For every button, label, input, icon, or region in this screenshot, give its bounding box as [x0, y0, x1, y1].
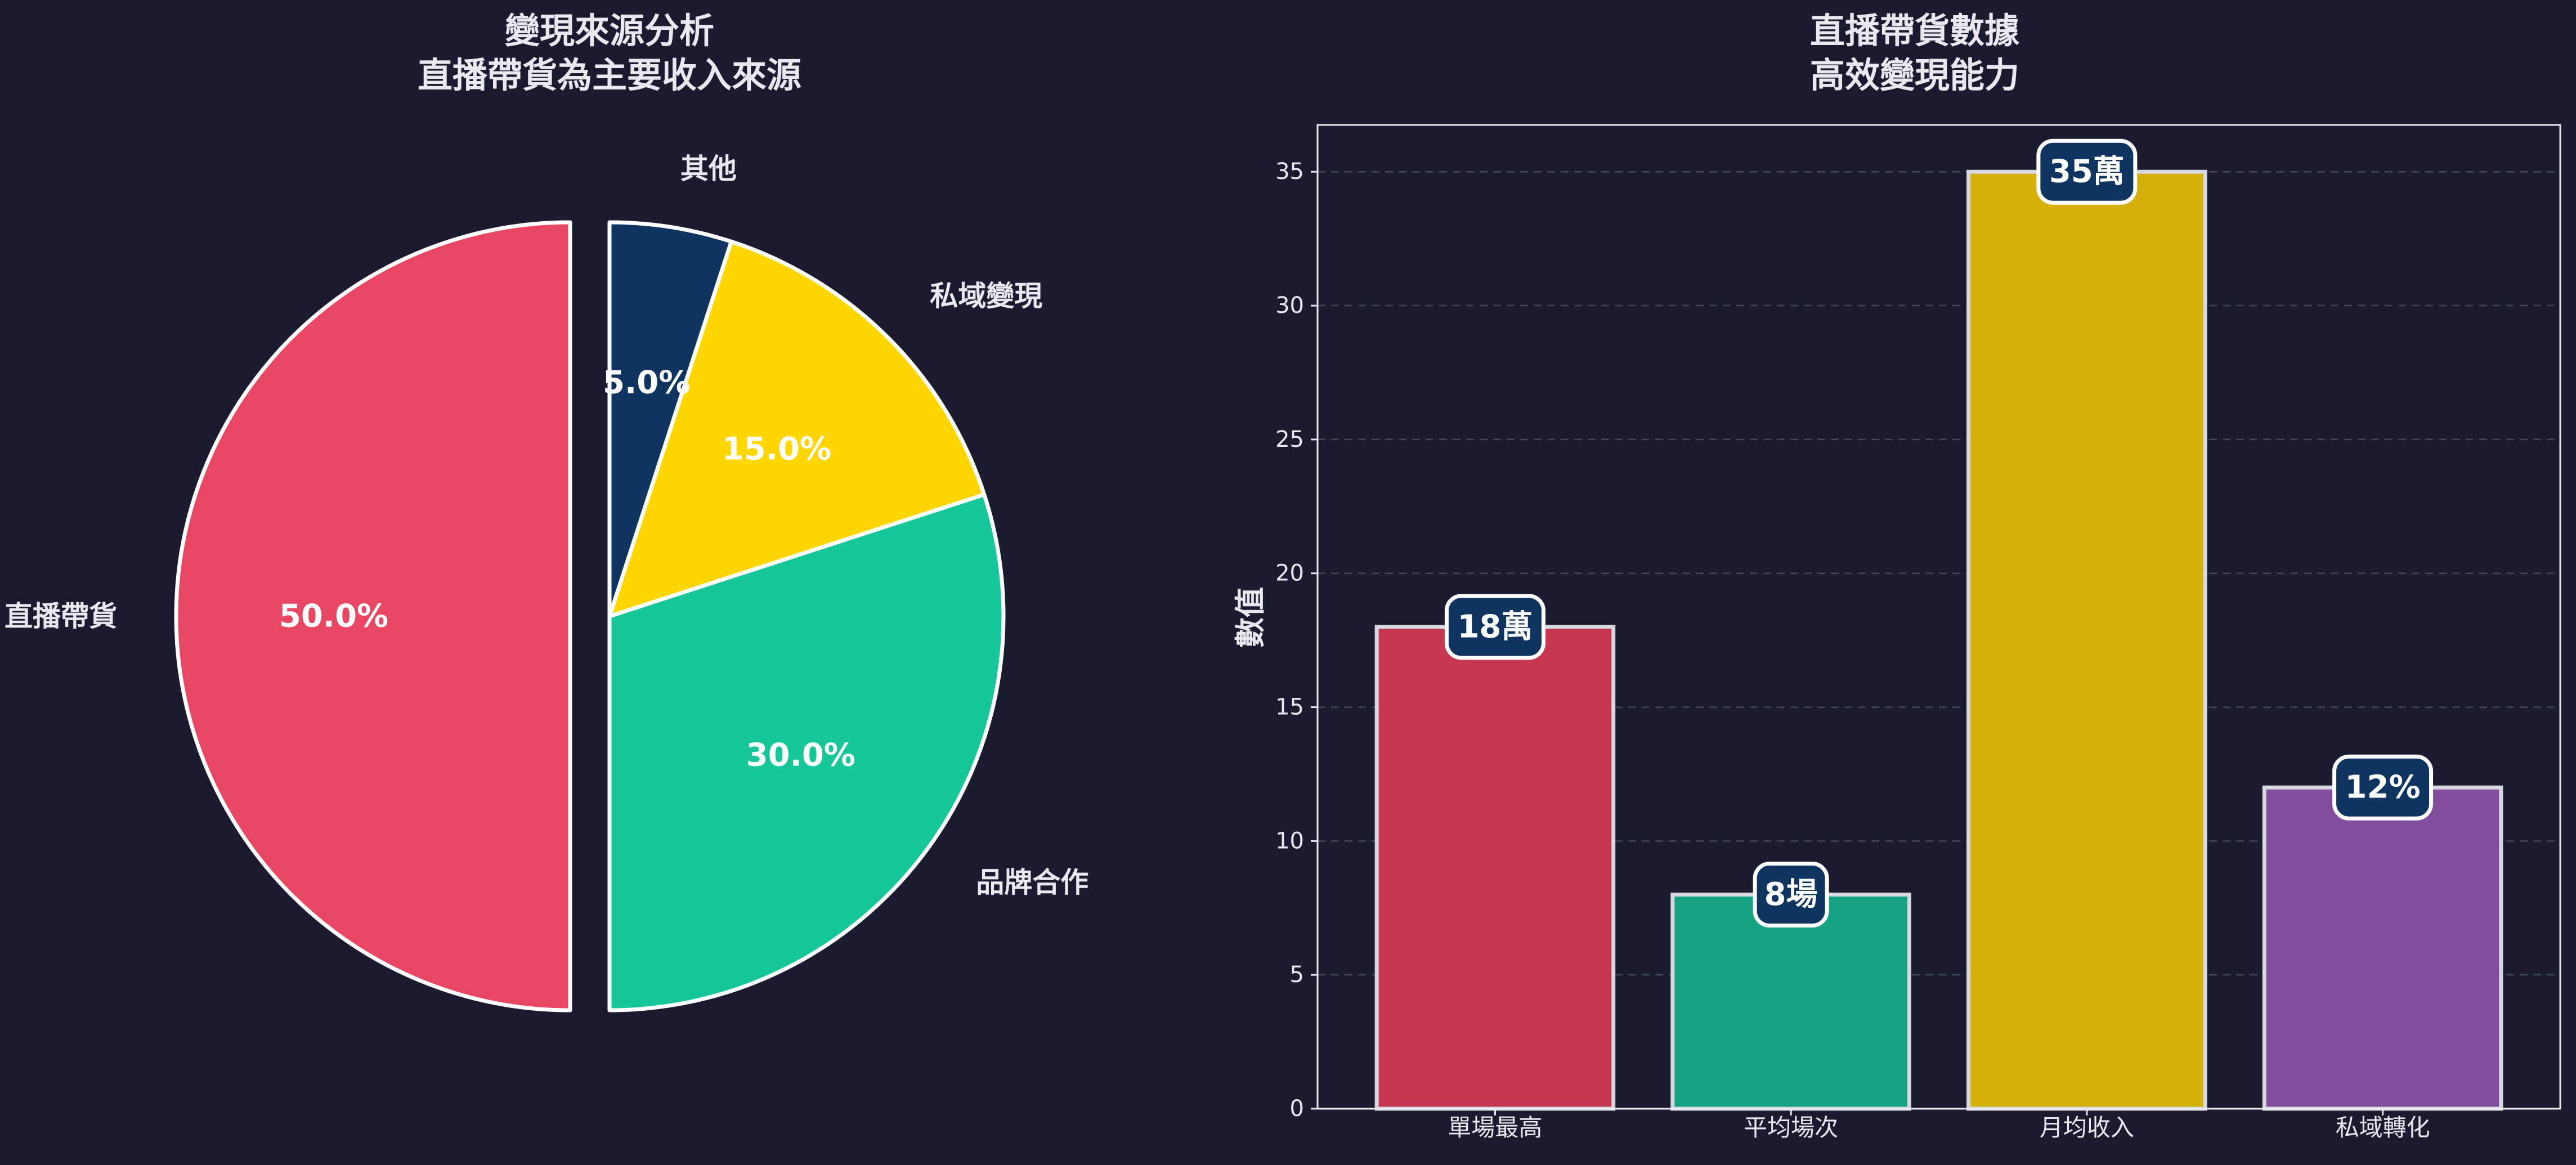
x-axis-category-label: 平均場次 — [1744, 1114, 1838, 1141]
bar-value-label: 18萬 — [1457, 608, 1533, 645]
pie-category-label: 直播帶貨 — [5, 600, 117, 633]
pie-chart-title-line-2: 直播帶貨為主要收入來源 — [418, 55, 801, 96]
bar-3 — [2262, 785, 2503, 1111]
pie-category-label: 私域變現 — [930, 280, 1042, 312]
bar-0 — [1374, 625, 1616, 1111]
y-axis-tick-label: 30 — [1275, 293, 1304, 319]
bar-1 — [1670, 892, 1911, 1111]
pie-slice-1 — [607, 492, 1006, 1012]
pie-percentage-label: 50.0% — [279, 598, 388, 635]
bar-value-badge — [1444, 594, 1545, 660]
x-axis-category-label: 私域轉化 — [2336, 1114, 2430, 1141]
bar-value-label: 12% — [2345, 769, 2421, 806]
pie-chart: 變現來源分析 直播帶貨為主要收入來源 直播帶貨 50.0% 品牌合作 30.0% 私域變… — [5, 10, 1088, 1012]
x-axis-category-label: 單場最高 — [1448, 1114, 1542, 1141]
pie-category-label: 其他 — [680, 153, 737, 185]
bar-value-label: 8場 — [1764, 876, 1818, 913]
bar-chart-title-line-1: 直播帶貨數據 — [1810, 10, 2020, 51]
bar-value-badge — [1753, 861, 1829, 927]
bar-value-badge — [2036, 138, 2138, 205]
bar-chart-y-axis-label: 數值 — [1233, 587, 1268, 648]
y-axis-tick-label: 0 — [1290, 1096, 1304, 1122]
bar-value-badge — [2332, 754, 2434, 821]
pie-percentage-label: 15.0% — [722, 431, 831, 468]
y-axis-tick-label: 10 — [1275, 828, 1304, 854]
bar-chart: 直播帶貨數據 高效變現能力 0 5 10 15 20 25 30 35 單場最高 平均場次 月均收… — [1233, 10, 2561, 1141]
bar-value-label: 35萬 — [2049, 154, 2125, 190]
x-axis-category-label: 月均收入 — [2040, 1114, 2134, 1141]
y-axis-tick-label: 25 — [1275, 427, 1304, 452]
bar-chart-title-line-2: 高效變現能力 — [1810, 55, 2019, 96]
y-axis-tick-label: 5 — [1290, 962, 1304, 988]
pie-percentage-label: 5.0% — [603, 365, 690, 401]
pie-category-label: 品牌合作 — [976, 866, 1088, 899]
bar-chart-plot-frame — [1316, 124, 2561, 1110]
pie-percentage-label: 30.0% — [746, 737, 855, 773]
pie-chart-title-line-1: 變現來源分析 — [505, 10, 714, 51]
y-axis-tick-label: 35 — [1275, 159, 1304, 185]
y-axis-tick-label: 20 — [1275, 561, 1304, 586]
y-axis-tick-label: 15 — [1275, 694, 1304, 720]
pie-slice-3 — [607, 220, 733, 619]
bar-2 — [1966, 169, 2207, 1111]
pie-slice-2 — [607, 239, 987, 619]
pie-slice-0 — [174, 220, 572, 1012]
